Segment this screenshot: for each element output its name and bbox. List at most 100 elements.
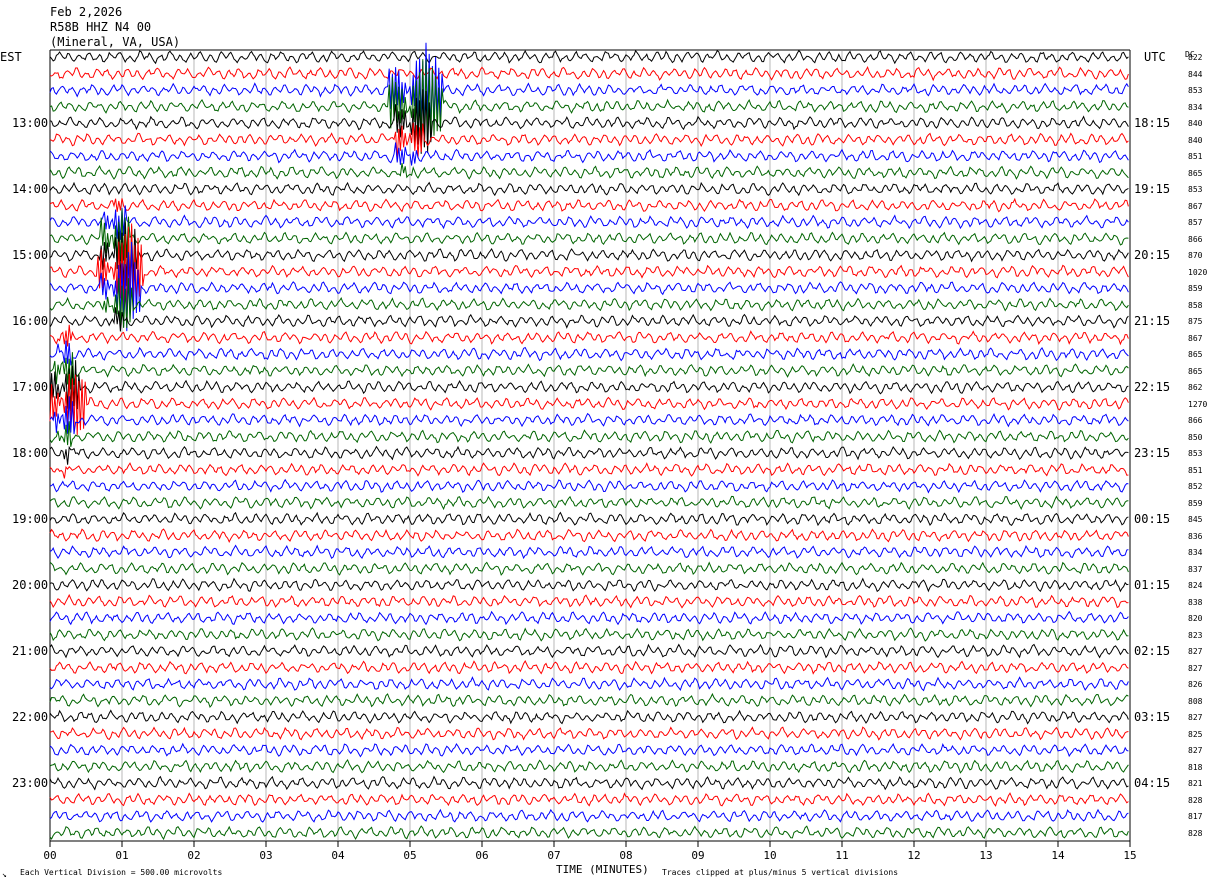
clip-note: Traces clipped at plus/minus 5 vertical … [662, 868, 899, 877]
dc-offset-label: 834 [1188, 548, 1203, 557]
dc-offset-label: 859 [1188, 284, 1203, 293]
seismic-trace-row [49, 462, 1129, 479]
seismic-trace-row [49, 278, 1129, 329]
dc-offset-label: 867 [1188, 333, 1203, 343]
seismic-trace-row [49, 421, 1129, 447]
header-location: (Mineral, VA, USA) [50, 35, 181, 49]
seismic-trace-row [49, 659, 1129, 675]
dc-offset-label: 853 [1188, 185, 1203, 194]
seismic-trace-row [49, 445, 1129, 465]
dc-offset-label: 857 [1188, 218, 1203, 227]
x-tick-label: 14 [1051, 849, 1065, 862]
seismic-trace-row [49, 42, 1129, 134]
dc-offset-label: 852 [1188, 482, 1203, 491]
x-tick-label: 03 [259, 849, 272, 862]
x-tick-label: 00 [43, 849, 56, 862]
right-hour-label: 04:15 [1134, 776, 1171, 790]
left-hour-label: 18:00 [12, 446, 49, 460]
seismic-trace-row [49, 208, 1129, 262]
left-hour-label: 21:00 [12, 644, 49, 658]
dc-offset-label: 827 [1188, 713, 1203, 722]
header-station: R58B HHZ N4 00 [50, 20, 152, 34]
dc-offset-label: 851 [1188, 152, 1203, 161]
left-hour-label: 22:00 [12, 710, 49, 724]
seismic-trace-row [49, 544, 1129, 560]
x-tick-label: 09 [691, 849, 704, 862]
left-timezone-label: EST [0, 50, 22, 64]
dc-offset-label: 853 [1188, 86, 1203, 95]
seismic-trace-row [49, 610, 1129, 626]
x-tick-label: 10 [763, 849, 776, 862]
seismic-trace-row [49, 241, 1129, 332]
dc-offset-label: 870 [1188, 251, 1203, 260]
dc-offset-label: 866 [1188, 416, 1203, 425]
left-hour-label: 15:00 [12, 248, 49, 262]
dc-offset-label: 844 [1188, 69, 1203, 79]
x-axis-ticks: 00 01 02 03 04 05 06 07 08 09 10 11 12 13 14 15 [43, 841, 1137, 862]
left-hour-label: 17:00 [12, 380, 49, 394]
dc-offset-label: 840 [1188, 135, 1203, 145]
dc-offset-label: 875 [1188, 317, 1203, 326]
x-tick-label: 04 [331, 849, 345, 862]
seismic-trace-row [49, 197, 1129, 213]
dc-offset-label: 817 [1188, 812, 1203, 821]
seismic-trace-row [49, 561, 1129, 576]
right-hour-label: 01:15 [1134, 578, 1171, 592]
dc-offset-label: 851 [1188, 465, 1203, 475]
x-tick-label: 05 [403, 849, 416, 862]
seismic-trace-row [49, 307, 1129, 332]
header-date: Feb 2,2026 [50, 5, 123, 19]
dc-offset-label: 823 [1188, 630, 1203, 640]
x-tick-label: 08 [619, 849, 632, 862]
dc-offset-label: 818 [1188, 762, 1203, 772]
left-hour-label: 19:00 [12, 512, 49, 526]
left-hour-label: 13:00 [12, 116, 49, 130]
dc-offset-label: 840 [1188, 119, 1203, 128]
seismic-trace-row [49, 89, 1129, 154]
seismic-trace-row [49, 49, 1129, 65]
seismic-trace-row [49, 511, 1129, 527]
dc-offset-label: 853 [1188, 449, 1203, 458]
seismic-trace-row [49, 593, 1129, 609]
seismic-trace-row [49, 808, 1129, 823]
dc-offset-label: 850 [1188, 432, 1203, 442]
seismic-trace-row [49, 478, 1129, 494]
dc-offset-label: 827 [1188, 663, 1203, 673]
dc-offset-label: 867 [1188, 201, 1203, 211]
grid-lines [49, 49, 1131, 842]
seismic-trace-row [49, 59, 1129, 148]
seismic-trace-row [49, 726, 1129, 741]
seismic-trace-row [49, 223, 1129, 320]
dc-offset-label: 859 [1188, 498, 1203, 508]
seismic-trace-row [49, 825, 1129, 841]
seismic-trace-row [49, 676, 1129, 692]
dc-offset-label: 826 [1188, 680, 1203, 689]
dc-offset-label: 845 [1188, 515, 1203, 524]
right-hour-label: 18:15 [1134, 116, 1171, 130]
right-hour-label: 20:15 [1134, 248, 1171, 262]
x-tick-label: 02 [187, 849, 200, 862]
dc-offset-label: 837 [1188, 564, 1203, 574]
seismic-trace-row [49, 205, 1129, 240]
x-axis-label: TIME (MINUTES) [556, 863, 649, 876]
right-hour-label: 22:15 [1134, 380, 1171, 394]
seismic-trace-row [49, 181, 1129, 197]
seismic-trace-row [49, 352, 1129, 390]
dc-offset-label: 821 [1188, 779, 1203, 788]
left-hour-label: 16:00 [12, 314, 49, 328]
dc-offset-label: 865 [1188, 366, 1203, 376]
right-hour-label: 23:15 [1134, 446, 1171, 460]
dc-offset-label: 865 [1188, 350, 1203, 359]
seismic-trace-row [49, 792, 1129, 807]
x-tick-label: 06 [475, 849, 488, 862]
x-tick-label: 13 [979, 849, 992, 862]
dc-offset-label: 862 [1188, 383, 1203, 392]
dc-offset-label: 828 [1188, 828, 1203, 838]
x-tick-label: 07 [547, 849, 560, 862]
right-hour-label: 02:15 [1134, 644, 1171, 658]
left-hour-label: 20:00 [12, 578, 49, 592]
seismic-trace-row [49, 643, 1129, 659]
dc-offset-label: 827 [1188, 647, 1203, 656]
x-tick-label: 15 [1123, 849, 1136, 862]
right-timezone-label: UTC [1144, 50, 1166, 64]
